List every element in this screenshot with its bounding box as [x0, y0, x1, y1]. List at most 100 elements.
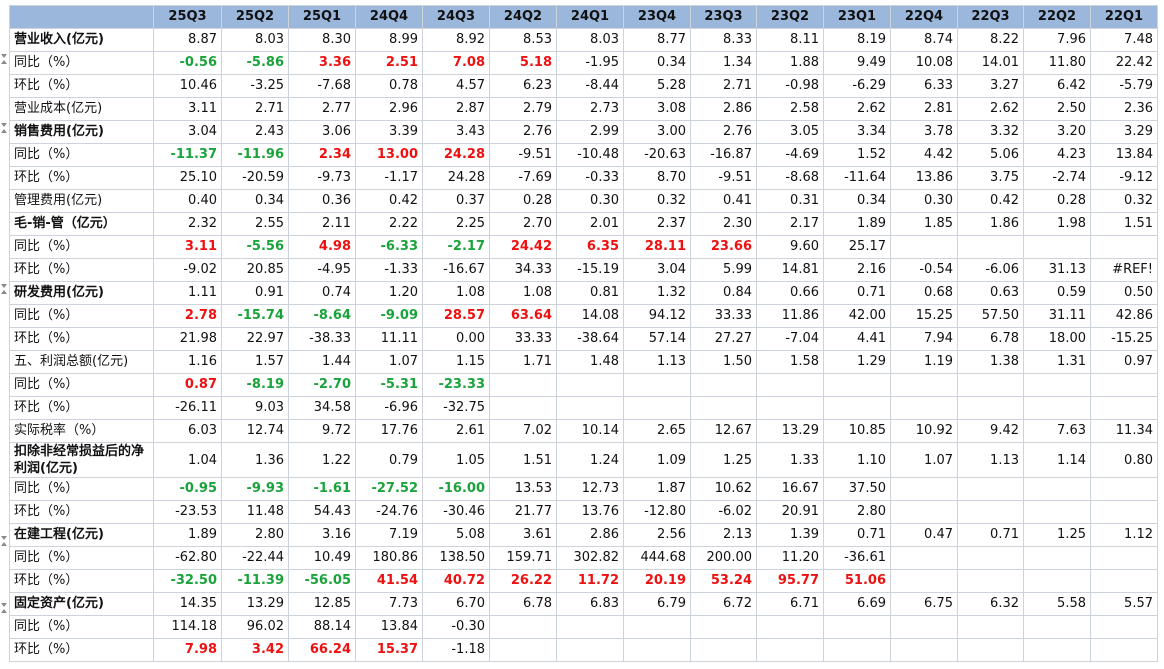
value-cell[interactable]: 5.57 — [1090, 592, 1158, 616]
value-cell[interactable]: 17.76 — [355, 419, 423, 443]
value-cell[interactable]: -5.79 — [1090, 74, 1158, 98]
value-cell[interactable]: 26.22 — [489, 569, 557, 593]
value-cell[interactable]: 2.30 — [690, 212, 757, 236]
value-cell[interactable]: 0.28 — [1023, 189, 1091, 213]
value-cell[interactable]: 6.79 — [623, 592, 691, 616]
value-cell[interactable] — [890, 477, 958, 501]
value-cell[interactable]: 2.73 — [556, 97, 624, 121]
value-cell[interactable]: 1.89 — [153, 523, 222, 547]
value-cell[interactable]: 34.33 — [489, 258, 557, 282]
value-cell[interactable]: 9.72 — [288, 419, 356, 443]
value-cell[interactable]: 0.78 — [355, 74, 423, 98]
collapse-arrow-icon[interactable] — [1, 536, 7, 540]
value-cell[interactable]: 7.98 — [153, 638, 222, 662]
row-label[interactable]: 同比（%） — [9, 477, 154, 501]
value-cell[interactable]: 8.74 — [890, 28, 958, 52]
row-label[interactable]: 同比（%） — [9, 615, 154, 639]
value-cell[interactable]: 0.37 — [422, 189, 490, 213]
expand-arrow-icon[interactable] — [1, 60, 7, 64]
value-cell[interactable] — [823, 373, 891, 397]
value-cell[interactable]: 1.07 — [355, 350, 423, 374]
value-cell[interactable]: 6.23 — [489, 74, 557, 98]
value-cell[interactable] — [756, 615, 824, 639]
value-cell[interactable]: 1.44 — [288, 350, 356, 374]
value-cell[interactable]: 13.76 — [556, 500, 624, 524]
value-cell[interactable]: 31.11 — [1023, 304, 1091, 328]
value-cell[interactable]: 41.54 — [355, 569, 423, 593]
value-cell[interactable]: 2.25 — [422, 212, 490, 236]
corner-cell[interactable] — [9, 5, 154, 29]
value-cell[interactable]: 2.61 — [422, 419, 490, 443]
expand-arrow-icon[interactable] — [1, 542, 7, 546]
value-cell[interactable]: 2.71 — [221, 97, 289, 121]
value-cell[interactable]: 2.86 — [690, 97, 757, 121]
column-header-23q1[interactable]: 23Q1 — [823, 5, 891, 29]
value-cell[interactable]: 3.05 — [756, 120, 824, 144]
value-cell[interactable]: 1.09 — [623, 442, 691, 478]
value-cell[interactable] — [1090, 569, 1158, 593]
value-cell[interactable]: 13.29 — [221, 592, 289, 616]
value-cell[interactable]: 3.27 — [957, 74, 1024, 98]
value-cell[interactable]: 3.04 — [623, 258, 691, 282]
value-cell[interactable]: 21.77 — [489, 500, 557, 524]
value-cell[interactable]: 3.42 — [221, 638, 289, 662]
value-cell[interactable]: 2.01 — [556, 212, 624, 236]
collapse-arrow-icon[interactable] — [1, 54, 7, 58]
value-cell[interactable]: 3.00 — [623, 120, 691, 144]
value-cell[interactable]: 8.22 — [957, 28, 1024, 52]
value-cell[interactable] — [890, 638, 958, 662]
value-cell[interactable]: 1.07 — [890, 442, 958, 478]
value-cell[interactable]: 13.53 — [489, 477, 557, 501]
row-label[interactable]: 同比（%） — [9, 235, 154, 259]
value-cell[interactable]: 2.43 — [221, 120, 289, 144]
value-cell[interactable]: 2.32 — [153, 212, 222, 236]
value-cell[interactable]: 1.14 — [1023, 442, 1091, 478]
value-cell[interactable]: 1.29 — [823, 350, 891, 374]
value-cell[interactable]: 4.57 — [422, 74, 490, 98]
value-cell[interactable]: -6.06 — [957, 258, 1024, 282]
value-cell[interactable] — [1023, 615, 1091, 639]
value-cell[interactable]: -16.87 — [690, 143, 757, 167]
value-cell[interactable]: -11.37 — [153, 143, 222, 167]
value-cell[interactable]: -38.64 — [556, 327, 624, 351]
value-cell[interactable] — [957, 396, 1024, 420]
value-cell[interactable]: 2.78 — [153, 304, 222, 328]
value-cell[interactable] — [823, 638, 891, 662]
value-cell[interactable] — [489, 396, 557, 420]
value-cell[interactable]: 6.32 — [957, 592, 1024, 616]
value-cell[interactable]: 4.23 — [1023, 143, 1091, 167]
value-cell[interactable]: -1.95 — [556, 51, 624, 75]
value-cell[interactable]: 1.25 — [690, 442, 757, 478]
value-cell[interactable]: 1.98 — [1023, 212, 1091, 236]
value-cell[interactable]: -0.95 — [153, 477, 222, 501]
value-cell[interactable] — [556, 373, 624, 397]
value-cell[interactable]: 0.34 — [623, 51, 691, 75]
value-cell[interactable] — [957, 500, 1024, 524]
value-cell[interactable]: 25.17 — [823, 235, 891, 259]
column-header-23q3[interactable]: 23Q3 — [690, 5, 757, 29]
value-cell[interactable]: -6.96 — [355, 396, 423, 420]
value-cell[interactable]: 33.33 — [489, 327, 557, 351]
value-cell[interactable]: 53.24 — [690, 569, 757, 593]
value-cell[interactable]: 0.68 — [890, 281, 958, 305]
value-cell[interactable]: 0.28 — [489, 189, 557, 213]
value-cell[interactable]: 0.41 — [690, 189, 757, 213]
row-label[interactable]: 同比（%） — [9, 143, 154, 167]
value-cell[interactable]: 0.42 — [957, 189, 1024, 213]
value-cell[interactable]: 57.14 — [623, 327, 691, 351]
value-cell[interactable]: 0.81 — [556, 281, 624, 305]
row-label[interactable]: 毛-销-管（亿元） — [9, 212, 154, 236]
value-cell[interactable] — [1023, 396, 1091, 420]
value-cell[interactable]: 1.88 — [756, 51, 824, 75]
row-label[interactable]: 环比（%） — [9, 638, 154, 662]
value-cell[interactable] — [756, 638, 824, 662]
value-cell[interactable]: 3.61 — [489, 523, 557, 547]
value-cell[interactable]: 6.78 — [489, 592, 557, 616]
value-cell[interactable]: 444.68 — [623, 546, 691, 570]
value-cell[interactable]: 10.14 — [556, 419, 624, 443]
value-cell[interactable]: 24.42 — [489, 235, 557, 259]
value-cell[interactable]: 6.35 — [556, 235, 624, 259]
value-cell[interactable] — [489, 373, 557, 397]
value-cell[interactable]: -36.61 — [823, 546, 891, 570]
value-cell[interactable]: 2.96 — [355, 97, 423, 121]
